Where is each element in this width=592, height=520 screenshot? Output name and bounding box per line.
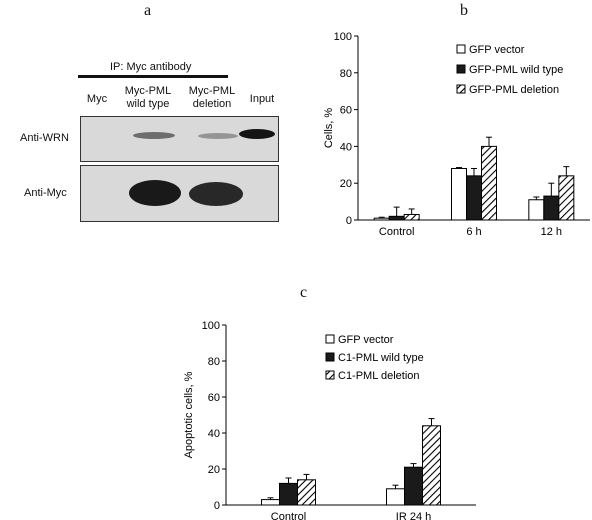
y-tick-label: 100 [202, 320, 220, 332]
y-axis-label: Apoptotic cells, % [183, 371, 195, 458]
lane-label-input: Input [249, 93, 275, 105]
y-axis-label: Cells, % [323, 108, 335, 149]
bar [528, 199, 545, 221]
bar [451, 167, 467, 221]
panel-label-b: b [460, 2, 468, 19]
bar [261, 499, 280, 506]
lane-label-pml-deletion: Myc-PML deletion [188, 85, 236, 110]
y-tick-label: 80 [208, 356, 220, 368]
bar [404, 466, 423, 506]
legend-swatch [325, 352, 335, 362]
bar [466, 175, 482, 221]
x-tick-label: 12 h [541, 226, 562, 238]
y-tick-label: 60 [208, 392, 220, 404]
bar [386, 488, 405, 506]
legend-label: C1-PML deletion [338, 370, 420, 382]
y-tick-label: 20 [208, 464, 220, 476]
x-tick-label: 6 h [466, 226, 481, 238]
chart-b: 0 20 40 60 80 100 Cells, % Control 6 h 12 h GFP ve… [323, 31, 590, 238]
legend-label: C1-PML wild type [338, 352, 424, 364]
y-tick-label: 60 [340, 105, 352, 117]
legend-swatch [456, 64, 466, 74]
legend-swatch [456, 84, 466, 94]
legend-label: GFP vector [469, 44, 525, 56]
ip-bracket-line [78, 75, 228, 78]
bar [543, 195, 560, 221]
panel-label-c: c [300, 284, 308, 301]
western-blot-panel: IP: Myc antibody Myc Myc-PML wild type M… [0, 0, 300, 250]
legend-label: GFP-PML wild type [469, 64, 563, 76]
legend-swatch [456, 44, 466, 54]
x-tick-label: Control [271, 511, 306, 520]
bar [558, 175, 575, 221]
y-tick-label: 100 [334, 31, 352, 43]
chart-c: 0 20 40 60 80 100 Apoptotic cells, % Control IR … [183, 320, 476, 520]
blot-strip-anti-wrn [80, 116, 279, 162]
band-myc-deletion [189, 182, 243, 206]
x-tick-label: IR 24 h [396, 511, 431, 520]
band-myc-wild-type [129, 180, 181, 206]
y-tick-label: 0 [346, 215, 352, 227]
y-tick-label: 20 [340, 178, 352, 190]
row-label-anti-myc: Anti-Myc [24, 187, 67, 199]
legend-label: GFP vector [338, 334, 394, 346]
bar [481, 145, 497, 221]
y-tick-label: 40 [208, 428, 220, 440]
panel-label-a: a [144, 2, 152, 19]
band-wrn-deletion [198, 133, 238, 139]
bar [422, 425, 441, 506]
lane-label-myc: Myc [86, 93, 108, 105]
legend-swatch [325, 334, 335, 344]
band-wrn-input [239, 129, 275, 139]
bar [373, 217, 390, 221]
row-label-anti-wrn: Anti-WRN [20, 132, 69, 144]
bar [403, 213, 420, 221]
bar [297, 479, 316, 506]
blot-strip-anti-myc [80, 165, 279, 222]
x-tick-label: Control [379, 226, 414, 238]
y-tick-label: 0 [214, 500, 220, 512]
bar [388, 215, 405, 221]
bar [279, 482, 298, 506]
lane-label-pml-wild-type: Myc-PML wild type [124, 85, 172, 110]
y-tick-label: 80 [340, 68, 352, 80]
legend-swatch [325, 370, 335, 380]
ip-label: IP: Myc antibody [110, 61, 192, 73]
legend-label: GFP-PML deletion [469, 84, 559, 96]
y-tick-label: 40 [340, 141, 352, 153]
band-wrn-wild-type [133, 132, 175, 139]
